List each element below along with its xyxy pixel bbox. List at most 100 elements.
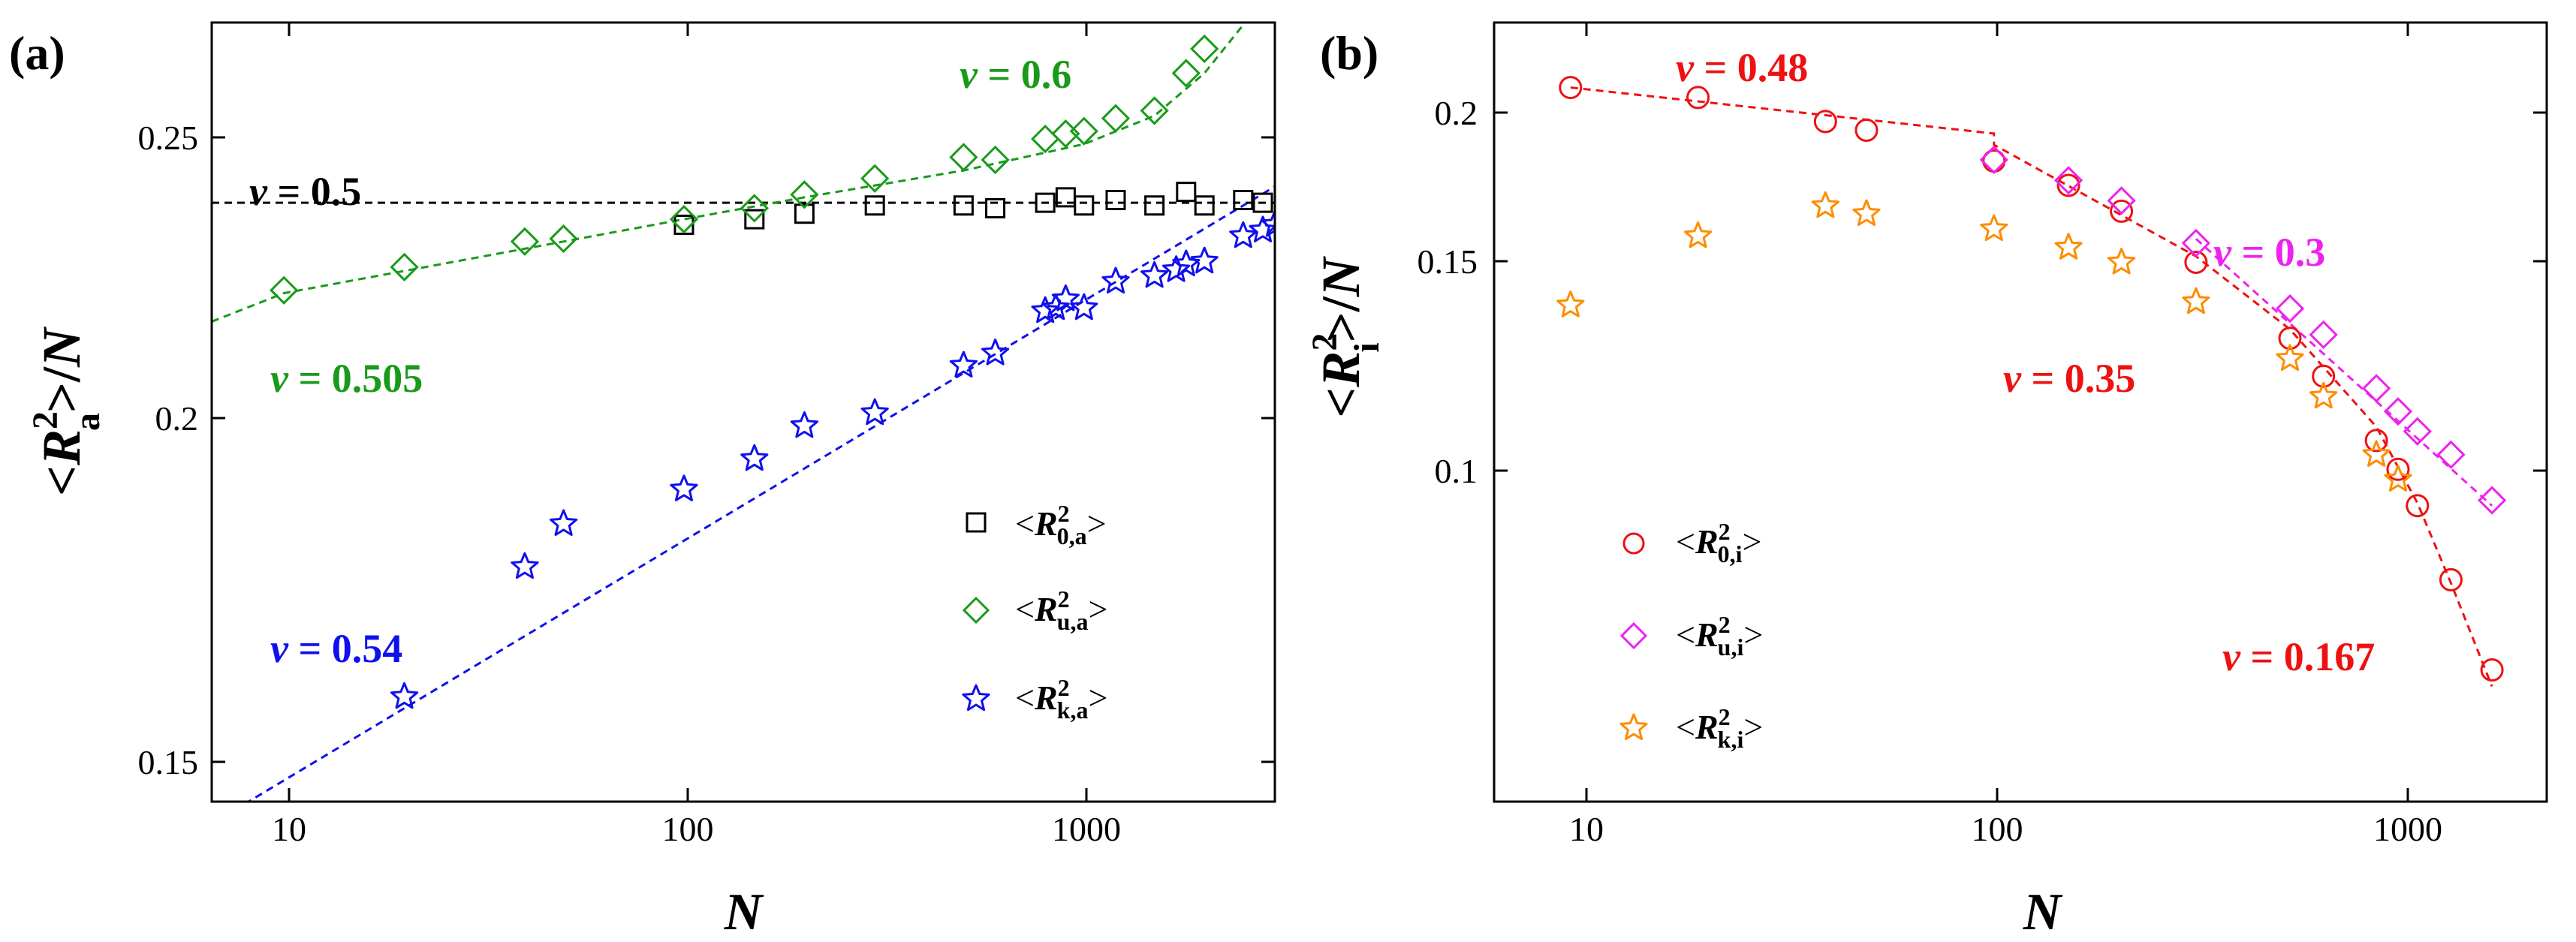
legend-label-Rui: <R2 u,i> (1676, 611, 1763, 661)
data-point-R0i (1813, 110, 1837, 134)
legend-label-Rka: <R2 k,a> (1015, 674, 1107, 724)
data-point-Rki (2362, 440, 2391, 467)
data-point-Rka (1172, 249, 1201, 277)
data-point-Rka (1041, 293, 1070, 321)
annotation-nu-0.6: ν = 0.6 (960, 52, 1071, 97)
data-point-Rua (270, 275, 299, 305)
legend-marker-star (962, 684, 990, 712)
data-point-Rua (860, 164, 890, 193)
data-point-Rka (740, 444, 769, 471)
panel-a-x-axis-title: N (724, 883, 764, 941)
panel-b-x-tick-label: 10 (1569, 810, 1604, 848)
data-point-Rka (670, 474, 698, 501)
data-point-Rka (1051, 284, 1080, 311)
data-point-R0i (2386, 457, 2410, 481)
panel-b-legend: <R2 0,i> <R2 u,i> <R2 k,i> (1619, 518, 1763, 753)
data-point-Rki (2107, 248, 2136, 275)
legend-marker-diamond (962, 596, 990, 624)
panel-b-x-axis-title: N (2023, 883, 2063, 941)
panel-a-annotations: ν = 0.5 ν = 0.6 ν = 0.505 ν = 0.54 (249, 52, 1071, 671)
data-point-Rua (981, 145, 1010, 175)
annotation-nu-0.3: ν = 0.3 (2213, 230, 2325, 275)
panel-b-x-tick-label: 1000 (2373, 810, 2442, 848)
data-point-Rka (1229, 221, 1258, 248)
panel-a-x-tick-label: 10 (272, 810, 306, 848)
data-point-Rua (740, 194, 769, 223)
data-point-Rui (2436, 440, 2466, 469)
legend-label-Rki: <R2 k,i> (1676, 703, 1763, 753)
data-point-R0i (1559, 76, 1583, 100)
data-point-Rka (1249, 215, 1275, 242)
data-point-R0a (1074, 195, 1095, 216)
data-point-Rka (949, 351, 978, 378)
data-point-Rka (860, 398, 889, 426)
annotation-nu-0.167: ν = 0.167 (2222, 634, 2375, 679)
panel-b-y-tick-label: 0.1 (1435, 452, 1478, 490)
panel-a-x-ticks: 10 100 1000 (272, 23, 1121, 848)
data-point-R0a (673, 214, 694, 235)
data-point-R0a (1176, 182, 1197, 203)
data-point-Rka (1031, 296, 1059, 324)
panel-b-x-ticks: 10 100 1000 (1569, 23, 2442, 848)
panel-b-y-axis-title: <R2i>/N (1305, 255, 1387, 417)
data-point-Rki (2276, 344, 2304, 371)
legend-marker-square (966, 512, 987, 533)
data-point-Rua (669, 204, 699, 234)
data-point-R0a (864, 195, 885, 216)
data-point-Rui (2107, 186, 2136, 215)
legend-marker-star (1619, 713, 1648, 741)
data-point-Rua (1069, 116, 1098, 146)
panel-b-y-ticks: 0.1 0.15 0.2 (1418, 94, 2547, 490)
legend-marker-diamond (1619, 621, 1648, 650)
panel-a-x-tick-label: 100 (662, 810, 714, 848)
panel-b-axes-frame (1493, 21, 2548, 803)
data-point-Rka (790, 411, 818, 438)
data-point-R0i (2184, 250, 2208, 274)
data-point-R0i (2439, 567, 2463, 591)
data-point-R0i (2056, 173, 2080, 197)
data-point-R0a (1252, 192, 1273, 213)
panel-b-annotations: ν = 0.48 ν = 0.3 ν = 0.35 ν = 0.167 (1676, 45, 2375, 679)
panel-b-y-tick-label: 0.15 (1418, 242, 1478, 281)
legend-label-R0i: <R2 0,i> (1676, 518, 1761, 567)
data-point-Rui (2403, 417, 2432, 446)
panel-a-y-axis-title: <R2a>/N (26, 326, 107, 496)
annotation-nu-0.5: ν = 0.5 (249, 169, 361, 214)
data-point-R0i (1854, 119, 1879, 143)
panel-b-x-tick-label: 100 (1972, 810, 2023, 848)
data-point-R0i (1686, 86, 1710, 110)
panel-a-label: (a) (9, 26, 65, 80)
data-point-Rua (390, 252, 419, 281)
data-point-Rui (1979, 145, 2008, 175)
data-point-Rki (2182, 287, 2210, 315)
legend-label-R0a: <R2 0,a> (1015, 500, 1107, 549)
panel-b: (b) 10 100 1000 0.1 0.15 0.2 N <R2i (1305, 21, 2548, 941)
data-point-Rki (2384, 465, 2412, 492)
data-point-R0a (744, 209, 765, 230)
data-point-Rka (981, 339, 1010, 366)
panel-a: (a) 10 100 1000 0.15 0.2 0.25 (9, 21, 1276, 941)
annotation-nu-0.48: ν = 0.48 (1676, 45, 1808, 90)
data-point-Rka (390, 682, 419, 709)
data-point-Rua (1101, 104, 1131, 133)
data-point-Rui (2181, 228, 2211, 258)
annotation-nu-0.54: ν = 0.54 (270, 626, 402, 671)
panel-b-label: (b) (1320, 26, 1378, 80)
data-point-Rki (2309, 381, 2338, 409)
data-point-Rua (549, 224, 578, 254)
data-point-R0a (1233, 189, 1254, 210)
data-point-R0i (2406, 494, 2430, 518)
panel-a-data-points (270, 34, 1275, 709)
data-point-Rka (1140, 260, 1169, 288)
data-point-Rki (1556, 290, 1585, 318)
data-point-Rua (510, 227, 540, 256)
data-point-Rua (1031, 124, 1060, 154)
panel-b-data-points (1556, 76, 2507, 682)
data-point-R0a (1105, 189, 1126, 210)
fit-line (246, 185, 1275, 802)
panel-a-y-tick-label: 0.25 (138, 119, 199, 157)
data-point-Rka (1190, 246, 1219, 274)
panel-a-y-tick-label: 0.15 (138, 743, 199, 781)
data-point-Rki (1811, 191, 1839, 218)
data-point-R0a (1144, 195, 1165, 216)
